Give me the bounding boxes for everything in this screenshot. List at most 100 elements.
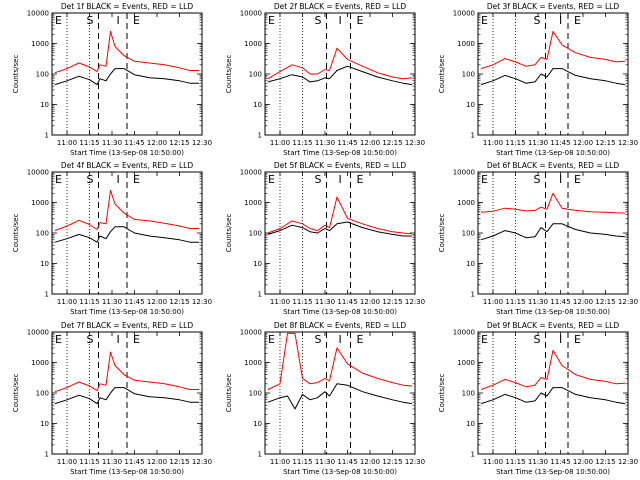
x-tick-label: 12:15 <box>382 139 402 147</box>
y-tick-label: 1 <box>258 451 262 459</box>
y-tick-label: 10000 <box>240 10 262 18</box>
event-marker-label: S <box>315 333 322 346</box>
event-marker-label: E <box>357 14 364 27</box>
x-tick-label: 12:00 <box>573 139 593 147</box>
x-axis-label: Start Time (13-Sep-08 10:50:00) <box>283 149 397 157</box>
y-tick-label: 100 <box>249 390 262 398</box>
chart-panel: Det 5f BLACK = Events, RED = LLD 1 10 100 10… <box>225 161 425 316</box>
x-tick-label: 11:45 <box>124 458 144 466</box>
chart-panel: Det 4f BLACK = Events, RED = LLD 1 10 100 10… <box>12 161 212 316</box>
event-marker-label: E <box>481 14 488 27</box>
x-tick-label: 12:15 <box>169 139 189 147</box>
y-tick-label: 100 <box>36 390 49 398</box>
y-axis-label: Counts/sec <box>438 374 446 413</box>
x-tick-label: 11:45 <box>337 139 357 147</box>
event-marker-label: E <box>55 14 62 27</box>
x-tick-label: 11:15 <box>79 139 99 147</box>
x-tick-label: 12:00 <box>360 458 380 466</box>
y-tick-label: 10 <box>253 101 262 109</box>
series-line-lld <box>267 47 413 80</box>
x-tick-label: 12:15 <box>169 298 189 306</box>
series-line-lld <box>54 30 199 74</box>
y-tick-label: 1 <box>258 132 262 140</box>
event-marker-label: E <box>133 333 140 346</box>
event-marker-label: E <box>55 333 62 346</box>
y-tick-label: 1000 <box>31 359 49 367</box>
x-tick-label: 11:45 <box>550 458 570 466</box>
y-tick-label: 1000 <box>244 199 262 207</box>
x-tick-label: 12:30 <box>192 458 212 466</box>
event-marker-label: I <box>559 333 562 346</box>
x-tick-label: 11:00 <box>270 298 290 306</box>
x-tick-label: 12:30 <box>192 298 212 306</box>
x-tick-label: 12:30 <box>405 458 425 466</box>
event-marker-label: S <box>534 173 541 186</box>
event-marker-label: I <box>339 333 342 346</box>
event-marker-label: S <box>534 14 541 27</box>
x-tick-label: 12:15 <box>595 298 615 306</box>
event-marker-label: E <box>268 173 275 186</box>
y-axis-label: Counts/sec <box>438 55 446 94</box>
x-tick-label: 11:00 <box>270 139 290 147</box>
event-marker-label: E <box>268 333 275 346</box>
series-line-lld <box>480 349 626 390</box>
x-tick-label: 11:15 <box>505 139 525 147</box>
y-tick-label: 1 <box>45 291 49 299</box>
x-tick-label: 12:15 <box>169 458 189 466</box>
x-tick-label: 12:00 <box>573 458 593 466</box>
series-line-events <box>54 68 199 86</box>
y-tick-label: 100 <box>462 390 475 398</box>
plot-frame <box>264 171 416 295</box>
y-tick-label: 1 <box>471 451 475 459</box>
event-marker-label: S <box>315 14 322 27</box>
y-tick-label: 1 <box>471 291 475 299</box>
y-tick-label: 1000 <box>244 40 262 48</box>
event-marker-label: E <box>481 333 488 346</box>
x-tick-label: 12:30 <box>405 298 425 306</box>
chart-panel: Det 8f BLACK = Events, RED = LLD 1 10 100 10… <box>225 321 425 476</box>
y-tick-label: 10 <box>40 101 49 109</box>
event-marker-label: I <box>559 14 562 27</box>
x-axis-label: Start Time (13-Sep-08 10:50:00) <box>496 149 610 157</box>
y-tick-label: 1 <box>45 451 49 459</box>
y-tick-label: 10 <box>40 420 49 428</box>
y-tick-label: 10000 <box>27 169 49 177</box>
chart-title: Det 2f BLACK = Events, RED = LLD <box>274 2 407 11</box>
y-axis-label: Counts/sec <box>225 55 233 94</box>
y-tick-label: 10000 <box>240 169 262 177</box>
chart-title: Det 6f BLACK = Events, RED = LLD <box>487 161 620 170</box>
x-tick-label: 11:30 <box>315 458 335 466</box>
x-tick-label: 11:30 <box>528 298 548 306</box>
chart-title: Det 3f BLACK = Events, RED = LLD <box>487 2 620 11</box>
event-marker-label: E <box>268 14 275 27</box>
x-tick-label: 11:00 <box>483 139 503 147</box>
series-line-lld <box>480 192 626 214</box>
y-tick-label: 1000 <box>31 40 49 48</box>
x-tick-label: 11:00 <box>57 139 77 147</box>
x-tick-label: 12:30 <box>405 139 425 147</box>
event-marker-label: E <box>574 333 581 346</box>
y-tick-label: 10 <box>466 420 475 428</box>
x-tick-label: 11:30 <box>102 458 122 466</box>
event-marker-label: S <box>87 173 94 186</box>
x-tick-label: 11:45 <box>337 458 357 466</box>
x-tick-label: 11:15 <box>79 458 99 466</box>
x-tick-label: 12:00 <box>360 298 380 306</box>
y-tick-label: 10000 <box>27 329 49 337</box>
chart-title: Det 9f BLACK = Events, RED = LLD <box>487 321 620 330</box>
event-marker-label: E <box>357 333 364 346</box>
y-tick-label: 1 <box>45 132 49 140</box>
x-tick-label: 12:00 <box>360 139 380 147</box>
plot-frame <box>264 331 416 455</box>
event-marker-label: S <box>87 333 94 346</box>
series-line-events <box>267 65 413 86</box>
chart-title: Det 5f BLACK = Events, RED = LLD <box>274 161 407 170</box>
event-marker-label: E <box>357 173 364 186</box>
y-tick-label: 10000 <box>240 329 262 337</box>
y-tick-label: 10 <box>40 260 49 268</box>
x-tick-label: 12:00 <box>147 298 167 306</box>
y-axis-label: Counts/sec <box>225 214 233 253</box>
event-marker-label: E <box>481 173 488 186</box>
event-marker-label: S <box>87 14 94 27</box>
